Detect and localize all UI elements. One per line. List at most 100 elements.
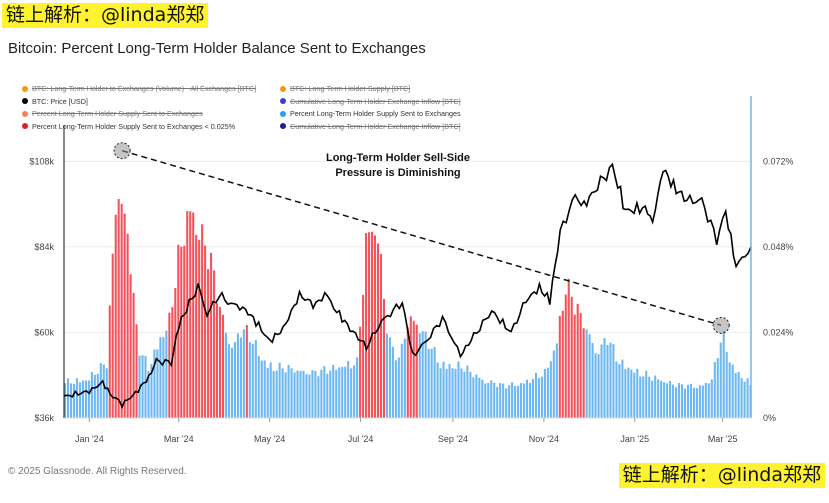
bar [123,213,126,418]
bar [528,382,532,418]
bar [362,294,365,418]
bar [114,214,117,418]
bar [645,370,648,418]
bar [621,359,624,418]
bar [207,269,210,418]
bar [546,367,549,418]
bar [87,380,90,418]
bar [201,224,204,418]
legend-label: Cumulative Long-Term Holder Exchange Inf… [290,121,461,131]
bar [144,356,147,418]
bar [394,360,397,418]
bar [672,384,675,418]
bar [66,378,70,418]
bar [710,379,713,418]
bar [430,348,433,418]
bar [168,312,171,418]
bar [254,340,257,418]
bar [499,383,502,418]
legend-item[interactable]: Percent Long-Term Holder Supply Sent to … [22,109,203,118]
bar [600,344,603,418]
bar [189,211,192,418]
y-left-tick-label: $60k [34,327,54,337]
bar [597,354,600,418]
bar [606,344,609,418]
bar [624,369,627,418]
bar [64,383,67,418]
bar [195,234,198,418]
legend-item[interactable]: Cumulative Long-Term Holder Exchange Inf… [280,122,461,131]
bar [540,376,543,418]
x-tick-label: Mar '25 [708,434,738,444]
bar [484,383,487,418]
bar [680,384,684,418]
bar [463,371,466,418]
bar [135,324,138,418]
legend-item[interactable]: BTC: Long-Term Holder Supply [BTC] [280,84,410,93]
bar [192,212,195,418]
x-tick-label: May '24 [254,434,285,444]
bar [409,316,412,418]
bar [421,331,424,418]
bar [162,337,165,418]
bar [174,288,177,418]
bar [227,344,231,418]
bar [636,368,639,418]
bar [433,347,436,418]
bar [272,371,275,418]
bar [594,353,597,418]
bar [511,382,514,418]
bar [326,373,329,418]
bar [567,278,570,418]
bar [731,364,734,418]
bar [522,383,526,418]
bar [436,362,439,418]
bar [475,374,478,418]
bar [332,364,335,418]
bar [311,370,314,418]
bar [84,380,87,418]
bar [341,366,344,418]
annotation-line-2: Pressure is Diminishing [335,167,460,179]
bar [403,338,406,418]
bar [379,254,383,418]
legend-item[interactable]: BTC: Price [USD] [22,97,88,106]
legend-label: BTC: Long-Term Holder to Exchanges (Volu… [32,84,257,93]
bar [108,305,111,418]
legend-swatch-icon [280,123,286,129]
bar [576,303,579,418]
bar [159,337,162,418]
bar [657,379,660,418]
bar [111,253,114,418]
bar [633,372,636,418]
legend-item[interactable]: Percent Long-Term Holder Supply Sent to … [22,122,235,131]
bar [549,361,552,418]
trend-line-path [121,149,722,327]
bar [129,274,132,418]
legend-item[interactable]: Cumulative Long-Term Holder Exchange Inf… [280,97,461,106]
bar [314,370,317,418]
legend-item[interactable]: BTC: Long-Term Holder to Exchanges (Volu… [22,84,256,93]
bar [165,330,168,418]
bar-series [64,199,752,418]
y-right-tick-label: 0.048% [763,242,794,252]
legend-item[interactable]: Percent Long-Term Holder Supply Sent to … [280,109,461,118]
bar [692,387,695,418]
bar [716,358,719,418]
x-tick-label: Nov '24 [529,434,559,444]
bar [218,307,222,418]
bar [96,373,99,418]
bar [397,357,400,418]
bar [329,370,332,418]
bar [198,239,201,418]
bar [695,388,698,418]
bar [520,383,523,418]
y-right-tick-label: 0.072% [763,156,794,166]
bar [385,333,388,418]
bar [505,388,508,418]
bar [120,203,123,418]
x-tick-label: Jan '25 [620,434,649,444]
bar [281,368,284,418]
bar [683,388,687,418]
bar [359,326,362,418]
